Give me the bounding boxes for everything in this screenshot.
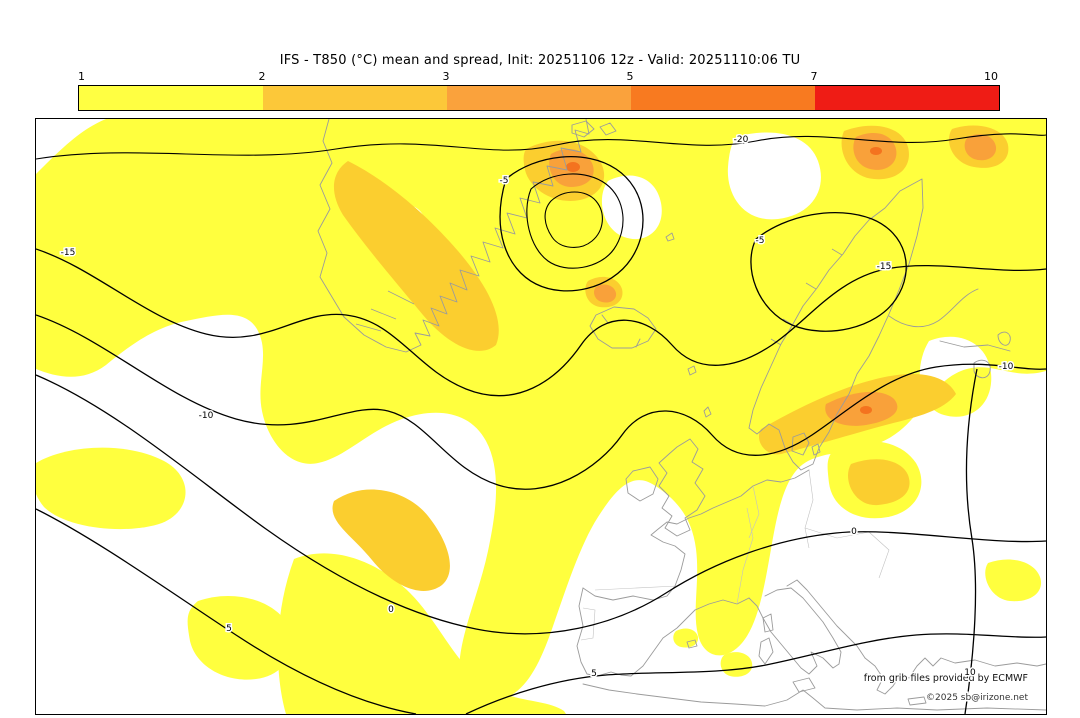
coastline-denmark: [791, 432, 821, 456]
coastline-jan-mayen: [665, 232, 675, 242]
contour-line: [465, 633, 1046, 714]
legend-tick: 10: [984, 70, 998, 83]
coastline-greenland: [317, 119, 590, 353]
legend-bar: [78, 85, 1000, 111]
border-line: [804, 527, 870, 539]
legend-tick: 5: [626, 70, 634, 83]
coastline-islands: [686, 613, 927, 706]
spread-region: [333, 161, 499, 351]
contour-label: -20: [734, 135, 749, 145]
spread-region: [964, 134, 997, 161]
coastline-iberia: [576, 587, 696, 677]
coastline-faroe: [687, 365, 712, 418]
contour-line: [36, 374, 1046, 635]
contour-label: 10: [964, 668, 976, 678]
contour-loop: [750, 211, 907, 332]
contour-label: -5: [500, 176, 509, 186]
chart-title: IFS - T850 (°C) mean and spread, Init: 2…: [279, 53, 801, 68]
coastline-britain: [658, 438, 706, 537]
country-borders: [580, 469, 890, 641]
contour-line: [36, 314, 1046, 490]
legend-tick: 1: [78, 70, 85, 83]
contour-loop: [499, 156, 644, 292]
contour-loop: [544, 191, 603, 248]
map-canvas: from grib files provided by ECMWF ©2025 …: [36, 119, 1046, 714]
spread-region: [594, 284, 617, 303]
contour-label: -10: [199, 411, 214, 421]
coastline-ireland: [625, 466, 659, 502]
contour-line: [36, 248, 1046, 397]
contour-loop: [526, 173, 624, 269]
legend-segment: [815, 86, 999, 110]
border-line: [594, 585, 678, 591]
temperature-contours: [36, 133, 1046, 714]
spread-region: [985, 559, 1042, 602]
coastline-south-france: [694, 597, 750, 611]
border-line: [580, 607, 596, 641]
spread-region: [848, 459, 910, 506]
contour-line: [36, 508, 417, 714]
legend-segment: [263, 86, 447, 110]
contour-line: [964, 368, 978, 714]
contour-label: -5: [756, 236, 765, 246]
coastline-greenland-fjords: [355, 290, 415, 332]
spread-region: [332, 489, 450, 591]
border-line: [868, 531, 890, 579]
map-frame: from grib files provided by ECMWF ©2025 …: [35, 118, 1047, 715]
attribution-copyright: ©2025 sb@irizone.net: [926, 693, 1028, 703]
contour-label: -15: [877, 262, 892, 272]
spread-region: [36, 447, 186, 530]
border-line: [804, 469, 814, 549]
spread-region: [720, 652, 753, 677]
coastline-italy: [748, 587, 842, 675]
legend-segment: [631, 86, 815, 110]
spread-region: [36, 119, 1046, 703]
coastline-norway-fjords: [770, 248, 843, 346]
coastline-greece-aegean: [864, 657, 1046, 695]
contour-label: 0: [851, 527, 857, 537]
coastline-adriatic-balkans: [786, 579, 866, 659]
spread-fill-orange: [549, 133, 997, 426]
attribution-source: from grib files provided by ECMWF: [864, 673, 1028, 684]
spread-fill-dark-orange: [566, 147, 882, 414]
legend-tick: 3: [442, 70, 450, 83]
contour-label: 5: [226, 624, 232, 634]
contour-label: -15: [61, 248, 76, 258]
coastline-scandinavia: [748, 178, 924, 471]
spread-region: [277, 553, 566, 714]
contour-line: [36, 133, 1046, 160]
coastline-north-africa: [582, 683, 1046, 711]
contour-label: 0: [388, 605, 394, 615]
spread-region: [673, 628, 699, 648]
coastline-iceland: [589, 306, 657, 349]
legend-ticks: 1 2 3 5 7 10: [78, 70, 998, 83]
coastline-finland: [888, 288, 1011, 352]
legend-segment: [79, 86, 263, 110]
coastline-svalbard: [571, 120, 617, 138]
legend-tick: 7: [810, 70, 818, 83]
spread-region: [860, 406, 872, 414]
border-line: [736, 507, 754, 605]
spread-region: [566, 162, 580, 172]
contour-label: 5: [591, 669, 597, 679]
border-line: [748, 485, 760, 539]
spread-region: [870, 147, 882, 155]
legend-segment: [447, 86, 631, 110]
legend-tick: 2: [258, 70, 266, 83]
contour-label: -10: [999, 362, 1014, 372]
